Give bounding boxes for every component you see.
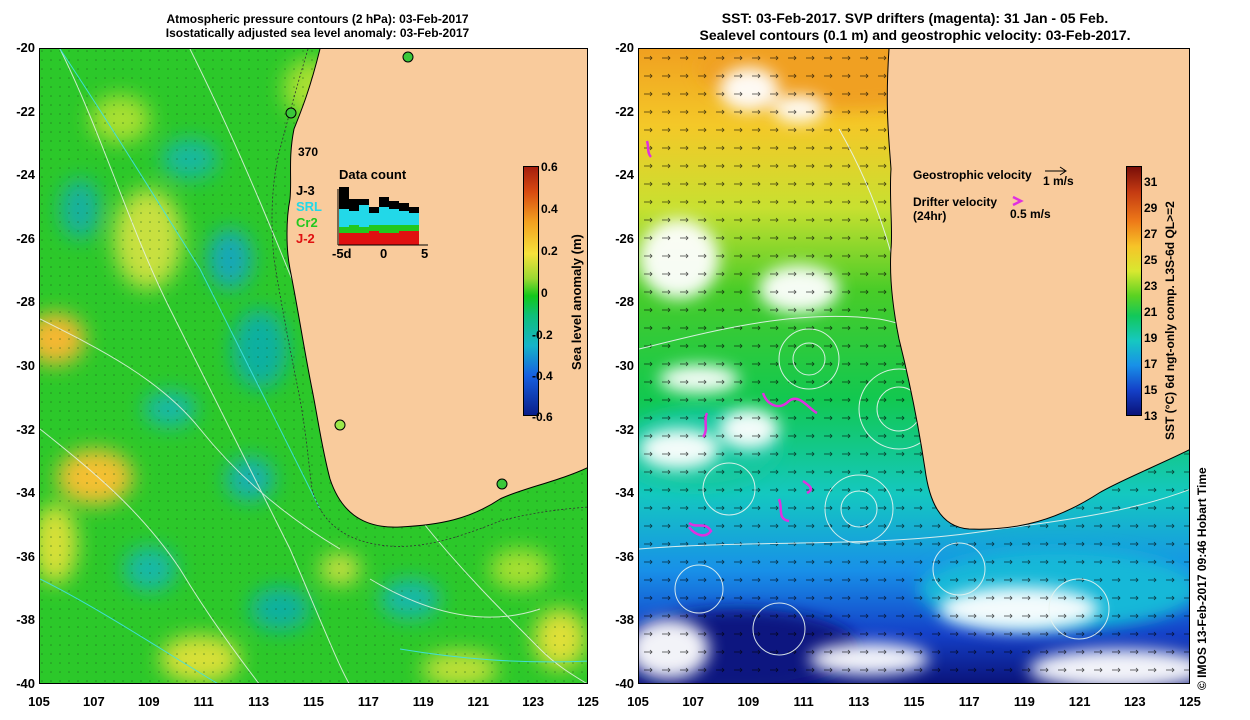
right-lat-tick: -26 <box>615 230 634 246</box>
left-lat-tick: -26 <box>16 230 35 246</box>
right-lat-tick: -24 <box>615 167 634 183</box>
right-lat-tick: -36 <box>615 548 634 564</box>
right-lon-tick: 121 <box>1068 694 1091 709</box>
data-count-title: Data count <box>339 167 407 182</box>
data-count-tick-0: 0 <box>380 246 388 261</box>
left-lat-tick: -38 <box>16 612 35 628</box>
data-count-max: 370 <box>298 145 319 159</box>
right-lon-tick: 107 <box>682 694 705 709</box>
left-lon-tick: 117 <box>357 694 379 709</box>
right-title-line2: Sealevel contours (0.1 m) and geostrophi… <box>699 27 1131 43</box>
series-j3: J-3 <box>296 183 315 198</box>
right-lat-tick: -28 <box>615 294 634 310</box>
cbar-right-tick-0: 31 <box>1144 175 1158 189</box>
right-lon-tick: 105 <box>627 694 649 709</box>
cbar-left-tick-3: 0 <box>541 286 548 300</box>
right-lon-tick: 125 <box>1179 694 1201 709</box>
right-lat-tick: -32 <box>615 421 634 437</box>
right-lon-tick: 115 <box>903 694 925 709</box>
left-title-line1: Atmospheric pressure contours (2 hPa): 0… <box>166 12 469 26</box>
right-lon-tick: 113 <box>848 694 870 709</box>
series-j2: J-2 <box>296 231 315 246</box>
right-lon-tick: 111 <box>793 694 814 709</box>
left-lat-tick: -20 <box>16 40 35 55</box>
data-count-bars <box>337 187 428 246</box>
right-lat-tick: -38 <box>615 612 634 628</box>
right-lat-tick: -40 <box>615 676 634 691</box>
left-lat-tick: -22 <box>16 103 35 119</box>
right-lat-tick: -20 <box>615 40 634 55</box>
left-lon-tick: 121 <box>467 694 490 709</box>
drifter-scale: 0.5 m/s <box>1010 207 1051 221</box>
sea-level-colorbar <box>523 166 539 416</box>
left-lat-tick: -30 <box>16 358 35 373</box>
left-lat-tick: -40 <box>16 676 35 691</box>
left-lat-tick: -32 <box>16 421 35 437</box>
cbar-left-tick-5: -0.4 <box>532 369 553 383</box>
svp-drifter-tracks <box>645 140 818 537</box>
geostrophic-scale: 1 m/s <box>1043 174 1074 188</box>
left-lon-tick: 109 <box>137 694 160 709</box>
left-lon-tick: 119 <box>412 694 434 709</box>
cbar-right-tick-6: 19 <box>1144 331 1158 345</box>
cbar-right-tick-8: 15 <box>1144 383 1158 397</box>
sea-level-anomaly-map[interactable] <box>39 48 588 684</box>
left-lat-tick: -36 <box>16 548 35 564</box>
cbar-left-tick-6: -0.6 <box>532 410 553 424</box>
right-lat-tick: -34 <box>615 485 634 501</box>
cbar-left-label: Sea level anomaly (m) <box>569 234 584 370</box>
cbar-right-tick-7: 17 <box>1144 357 1158 371</box>
cbar-right-tick-5: 21 <box>1144 305 1158 319</box>
cbar-left-tick-2: 0.2 <box>541 244 558 258</box>
sst-image <box>639 49 1189 683</box>
right-lon-tick: 119 <box>1013 694 1035 709</box>
right-map-title: SST: 03-Feb-2017. SVP drifters (magenta)… <box>638 10 1192 44</box>
left-lon-tick: 113 <box>248 694 270 709</box>
cbar-left-tick-0: 0.6 <box>541 160 558 174</box>
cbar-right-tick-9: 13 <box>1144 409 1158 423</box>
drifter-velocity-label: Drifter velocity <box>913 195 998 209</box>
right-lon-tick: 123 <box>1123 694 1146 709</box>
imos-credit: © IMOS 13-Feb-2017 09:46 Hobart Time <box>1195 467 1209 690</box>
sst-colorbar <box>1126 166 1142 416</box>
left-lat-tick: -34 <box>16 485 35 501</box>
series-srl: SRL <box>296 199 322 214</box>
left-map-title: Atmospheric pressure contours (2 hPa): 0… <box>40 12 595 40</box>
right-title-line1: SST: 03-Feb-2017. SVP drifters (magenta)… <box>721 10 1109 26</box>
left-lon-tick: 115 <box>303 694 324 709</box>
left-lon-tick: 123 <box>522 694 544 709</box>
drifter-velocity-sublabel: (24hr) <box>913 209 947 223</box>
cbar-left-tick-1: 0.4 <box>541 202 558 216</box>
right-lat-tick: -22 <box>615 103 634 119</box>
left-lat-tick: -28 <box>16 294 35 310</box>
data-count-tick-neg5: -5d <box>332 246 352 261</box>
left-lon-tick: 125 <box>577 694 599 709</box>
right-lon-tick: 109 <box>737 694 760 709</box>
cbar-right-tick-3: 25 <box>1144 253 1158 267</box>
geostrophic-velocity-label: Geostrophic velocity <box>913 168 1032 182</box>
left-lon-tick: 105 <box>28 694 50 709</box>
right-lat-tick: -30 <box>615 358 634 373</box>
left-lon-tick: 107 <box>83 694 105 709</box>
left-lat-tick: -24 <box>16 167 35 183</box>
left-title-line2: Isostatically adjusted sea level anomaly… <box>165 26 470 40</box>
cbar-right-label: SST (°C) 6d ngt-only comp. L3S-6d QL>=2 <box>1163 201 1177 440</box>
cbar-right-tick-2: 27 <box>1144 227 1158 241</box>
cbar-left-tick-4: -0.2 <box>532 328 553 342</box>
cbar-right-tick-1: 29 <box>1144 201 1158 215</box>
cbar-right-tick-4: 23 <box>1144 279 1158 293</box>
series-cr2: Cr2 <box>296 215 318 230</box>
sst-map[interactable] <box>638 48 1190 684</box>
data-count-tick-5: 5 <box>421 246 429 261</box>
right-lon-tick: 117 <box>958 694 980 709</box>
sea-level-anomaly-image <box>40 49 587 683</box>
left-lon-tick: 111 <box>193 694 214 709</box>
